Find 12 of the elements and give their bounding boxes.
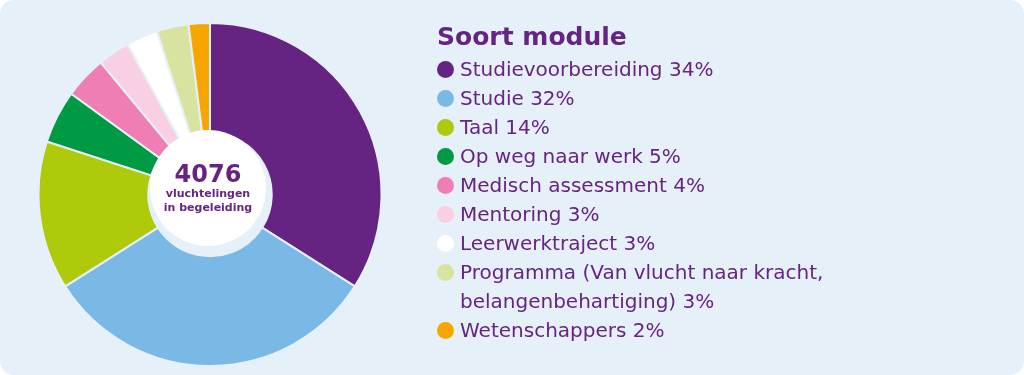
legend-title: Soort module	[437, 22, 628, 51]
text: 4076	[174, 160, 242, 188]
legend-label: Taal 14%	[460, 114, 550, 141]
text: vluchtelingen in begeleiding	[162, 187, 254, 215]
legend-label: Studievoorbereiding 34%	[460, 56, 714, 83]
legend-label: Mentoring 3%	[460, 201, 600, 228]
legend-label: Medisch assessment 4%	[460, 172, 705, 199]
legend-label: Studie 32%	[460, 85, 575, 112]
legend-label: Op weg naar werk 5%	[460, 143, 681, 170]
legend-label: Wetenschappers 2%	[460, 317, 665, 344]
legend-label: Programma (Van vlucht naar kracht, belangenbehartiging) 3%	[460, 259, 825, 315]
legend-label: Leerwerktraject 3%	[460, 230, 656, 257]
